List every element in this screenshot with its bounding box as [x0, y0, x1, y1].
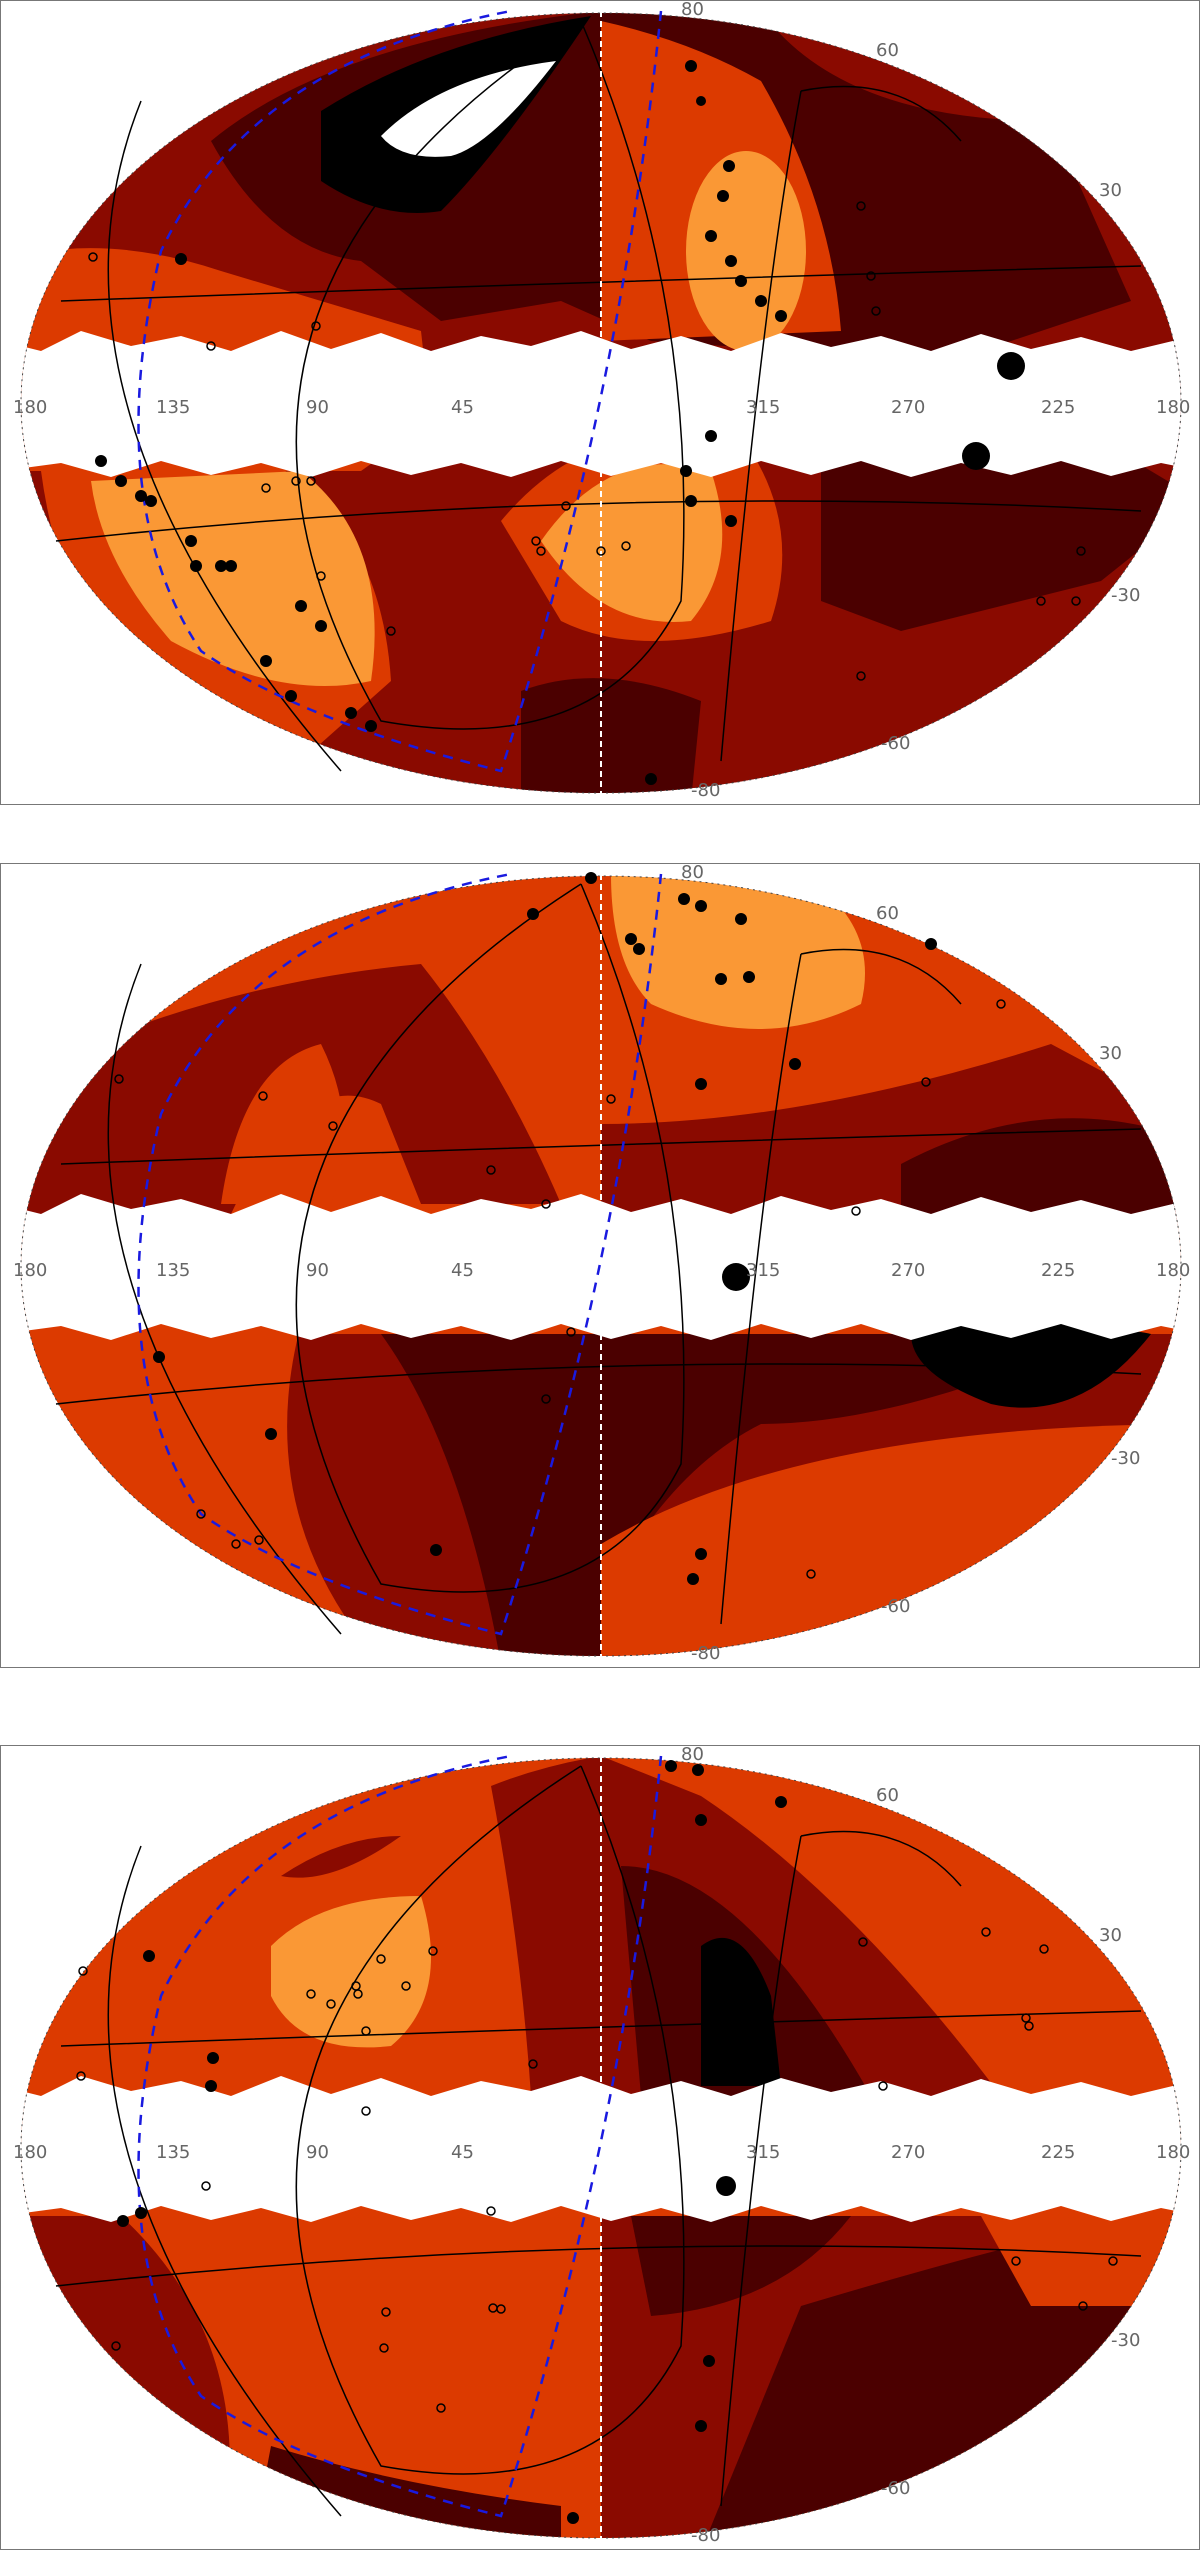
filled-dots [117, 1760, 787, 2524]
lat-label: -60 [881, 733, 910, 754]
lat-label: 60 [876, 40, 899, 61]
lon-label: 180 [13, 2142, 47, 2163]
contour-level-4 [271, 1896, 431, 2048]
lat-label: -30 [1111, 2330, 1140, 2351]
open-circles [76, 1927, 1118, 2413]
lon-label: 180 [13, 1260, 47, 1281]
lat-label: 30 [1099, 1043, 1122, 1064]
lon-label: 315 [746, 1260, 780, 1281]
lat-label: 80 [681, 1746, 704, 1765]
contour-level-2 [281, 1836, 401, 1878]
lat-label: 30 [1099, 180, 1122, 201]
lon-label: 45 [451, 2142, 474, 2163]
contour-level-0 [911, 1319, 1151, 1408]
open-circles [114, 999, 1006, 1579]
sky-map-panel-2: 180 135 90 45 315 270 225 180 80 60 30 -… [0, 863, 1200, 1668]
lon-label: 90 [306, 2142, 329, 2163]
lon-label: 180 [1156, 1260, 1190, 1281]
sky-map-panel-1: 180 135 90 45 315 270 225 180 80 60 30 -… [0, 0, 1200, 805]
lon-label: 180 [13, 397, 47, 418]
lon-label: 270 [891, 1260, 925, 1281]
lon-label: 180 [1156, 2142, 1190, 2163]
lon-label: 90 [306, 1260, 329, 1281]
lat-label: -80 [691, 780, 720, 801]
lon-label: 225 [1041, 1260, 1075, 1281]
lat-label: 60 [876, 903, 899, 924]
lon-label: 270 [891, 2142, 925, 2163]
lat-label: -30 [1111, 1448, 1140, 1469]
masked-region [381, 61, 556, 157]
lon-label: 135 [156, 397, 190, 418]
dashed-curve [137, 1754, 663, 2518]
contour-level-2 [491, 1758, 601, 2096]
lat-label: 30 [1099, 1925, 1122, 1946]
lon-label: 315 [746, 397, 780, 418]
lon-label: 135 [156, 2142, 190, 2163]
filled-dots [95, 60, 1025, 785]
contour-level-1 [601, 1334, 1101, 1584]
lon-label: 135 [156, 1260, 190, 1281]
dashed-curve [137, 872, 663, 1636]
lon-label: 45 [451, 397, 474, 418]
lon-label: 45 [451, 1260, 474, 1281]
lat-label: -60 [881, 1596, 910, 1617]
contour-level-4 [91, 471, 375, 686]
contour-level-1 [631, 2216, 851, 2316]
contour-level-1 [521, 678, 701, 793]
dashed-curve [137, 9, 663, 773]
contour-level-0 [701, 1937, 781, 2086]
lon-label: 180 [1156, 397, 1190, 418]
lon-label: 90 [306, 397, 329, 418]
open-circles [88, 201, 1086, 681]
contour-level-4 [686, 151, 806, 351]
lat-label: 80 [681, 1, 704, 20]
sky-map-3: 180 135 90 45 315 270 225 180 80 60 30 -… [13, 1746, 1190, 2546]
lat-label: -60 [881, 2478, 910, 2499]
sky-map-2: 180 135 90 45 315 270 225 180 80 60 30 -… [13, 864, 1190, 1664]
lon-label: 225 [1041, 397, 1075, 418]
lon-label: 270 [891, 397, 925, 418]
lon-label: 315 [746, 2142, 780, 2163]
sky-map-panel-3: 180 135 90 45 315 270 225 180 80 60 30 -… [0, 1745, 1200, 2550]
lat-label: -30 [1111, 585, 1140, 606]
contour-level-4 [611, 876, 865, 1029]
lat-label: 60 [876, 1785, 899, 1806]
lon-label: 225 [1041, 2142, 1075, 2163]
contour-level-1 [821, 441, 1181, 631]
filled-dots [153, 872, 937, 1585]
contour-level-3 [221, 1044, 344, 1204]
sky-map-1: 180 135 90 45 315 270 225 180 80 60 30 -… [13, 1, 1190, 801]
lat-label: -80 [691, 2525, 720, 2546]
lat-label: 80 [681, 864, 704, 883]
lat-label: -80 [691, 1643, 720, 1664]
